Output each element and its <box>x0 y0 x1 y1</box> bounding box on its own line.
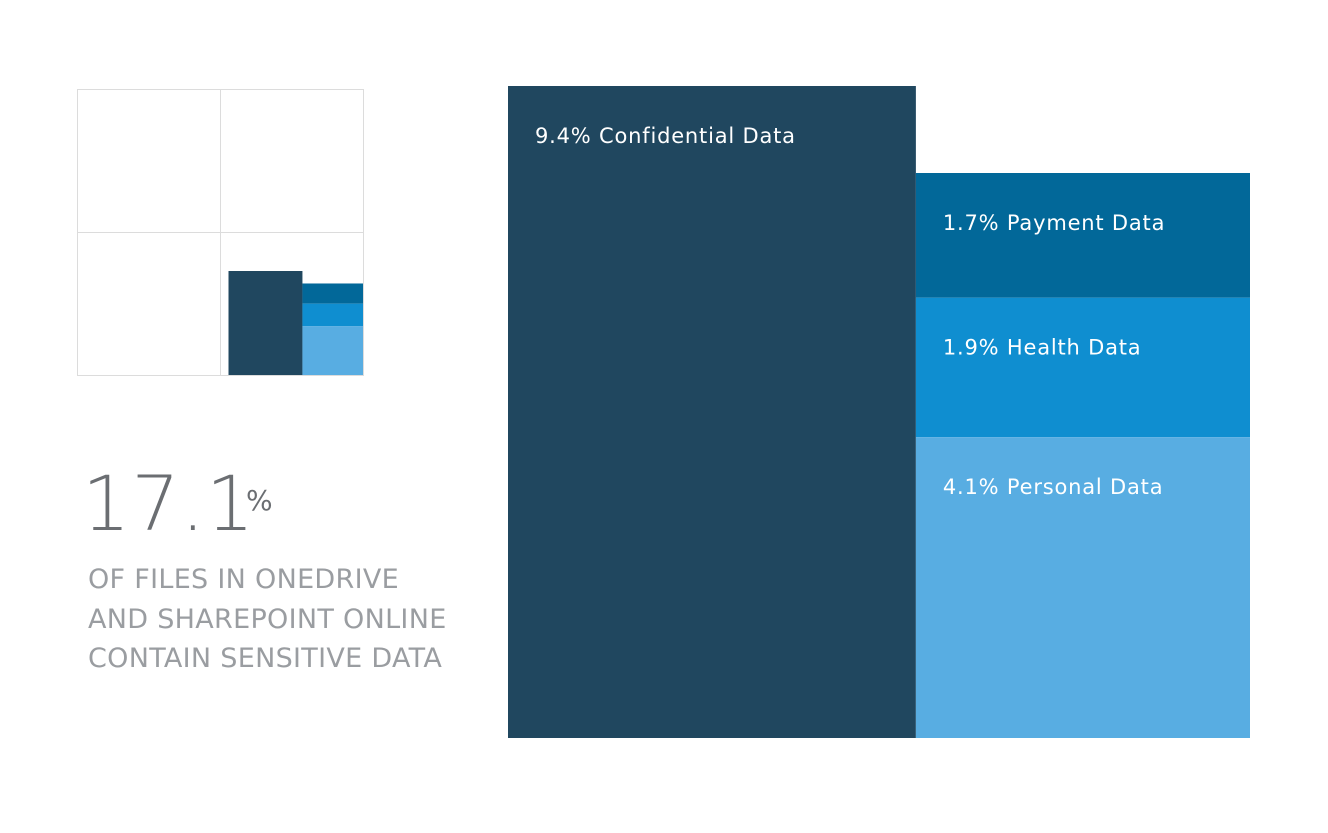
headline-value: 17.1 <box>82 459 256 548</box>
thumbnail-grid <box>77 89 364 376</box>
caption-line-1: OF FILES IN ONEDRIVE <box>88 564 399 595</box>
caption-line-3: CONTAIN SENSITIVE DATA <box>88 643 443 674</box>
treemap-label-payment: 1.7% Payment Data <box>943 211 1165 235</box>
treemap-rect-confidential <box>508 86 916 738</box>
thumbnail-rect-health <box>302 303 363 327</box>
caption-line-2: AND SHAREPOINT ONLINE <box>88 603 447 635</box>
headline-caption: OF FILES IN ONEDRIVE AND SHAREPOINT ONLI… <box>88 560 468 679</box>
thumbnail-marks <box>228 271 363 375</box>
treemap-rects <box>508 86 1250 738</box>
treemap-labels: 9.4% Confidential Data 1.7% Payment Data 1… <box>535 124 1165 499</box>
thumbnail-rect-payment <box>302 283 363 304</box>
thumbnail-rect-personal <box>302 326 363 375</box>
treemap-label-health: 1.9% Health Data <box>943 336 1142 360</box>
treemap-rect-health <box>915 297 1250 438</box>
treemap-rect-payment <box>915 173 1250 298</box>
treemap-label-confidential: 9.4% Confidential Data <box>535 124 796 148</box>
thumbnail-rect-confidential <box>228 271 303 375</box>
treemap-rect-personal <box>915 437 1250 738</box>
headline-unit: % <box>246 484 273 517</box>
treemap-label-personal: 4.1% Personal Data <box>943 475 1164 499</box>
